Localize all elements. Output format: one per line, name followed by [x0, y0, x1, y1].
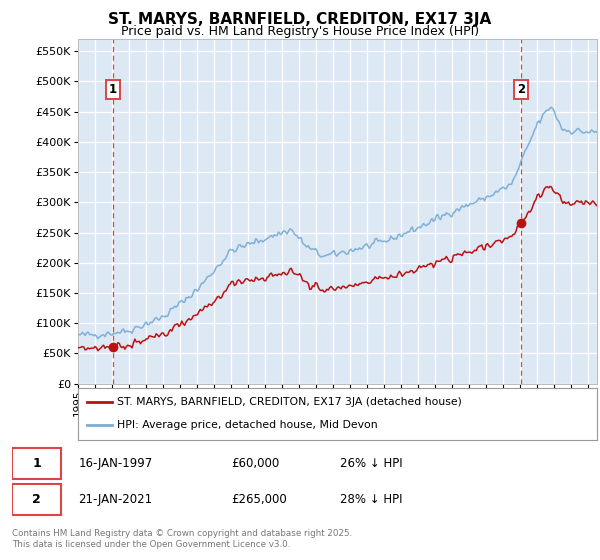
Text: 21-JAN-2021: 21-JAN-2021: [78, 493, 152, 506]
Text: Contains HM Land Registry data © Crown copyright and database right 2025.
This d: Contains HM Land Registry data © Crown c…: [12, 529, 352, 549]
FancyBboxPatch shape: [12, 484, 61, 515]
FancyBboxPatch shape: [12, 448, 61, 479]
Text: Price paid vs. HM Land Registry's House Price Index (HPI): Price paid vs. HM Land Registry's House …: [121, 25, 479, 38]
Text: 26% ↓ HPI: 26% ↓ HPI: [340, 457, 403, 470]
Text: 16-JAN-1997: 16-JAN-1997: [78, 457, 152, 470]
Text: £60,000: £60,000: [231, 457, 279, 470]
Text: £265,000: £265,000: [231, 493, 287, 506]
Text: ST. MARYS, BARNFIELD, CREDITON, EX17 3JA (detached house): ST. MARYS, BARNFIELD, CREDITON, EX17 3JA…: [117, 397, 462, 407]
Text: 2: 2: [32, 493, 41, 506]
Text: 28% ↓ HPI: 28% ↓ HPI: [340, 493, 403, 506]
Text: 1: 1: [32, 457, 41, 470]
Text: ST. MARYS, BARNFIELD, CREDITON, EX17 3JA: ST. MARYS, BARNFIELD, CREDITON, EX17 3JA: [109, 12, 491, 27]
Text: HPI: Average price, detached house, Mid Devon: HPI: Average price, detached house, Mid …: [117, 420, 377, 430]
Text: 2: 2: [517, 83, 526, 96]
Text: 1: 1: [109, 83, 117, 96]
